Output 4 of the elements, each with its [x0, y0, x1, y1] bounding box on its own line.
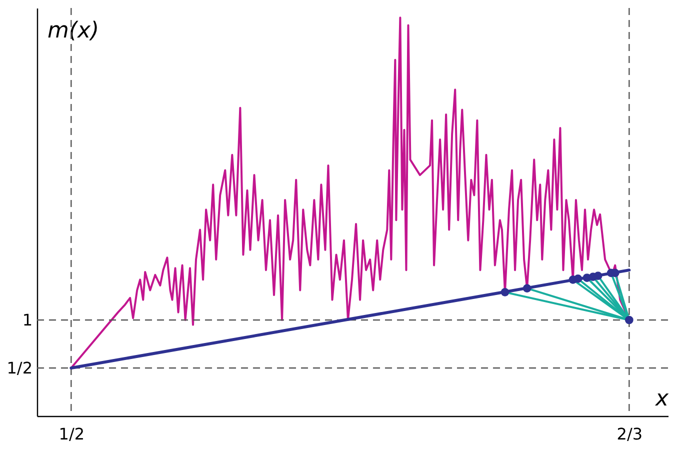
x-tick-label: 2/3 [616, 424, 643, 444]
y-axis-title: m(x) [48, 18, 100, 44]
y-tick-label: 1 [22, 310, 32, 330]
x-axis-title: x [654, 386, 670, 412]
